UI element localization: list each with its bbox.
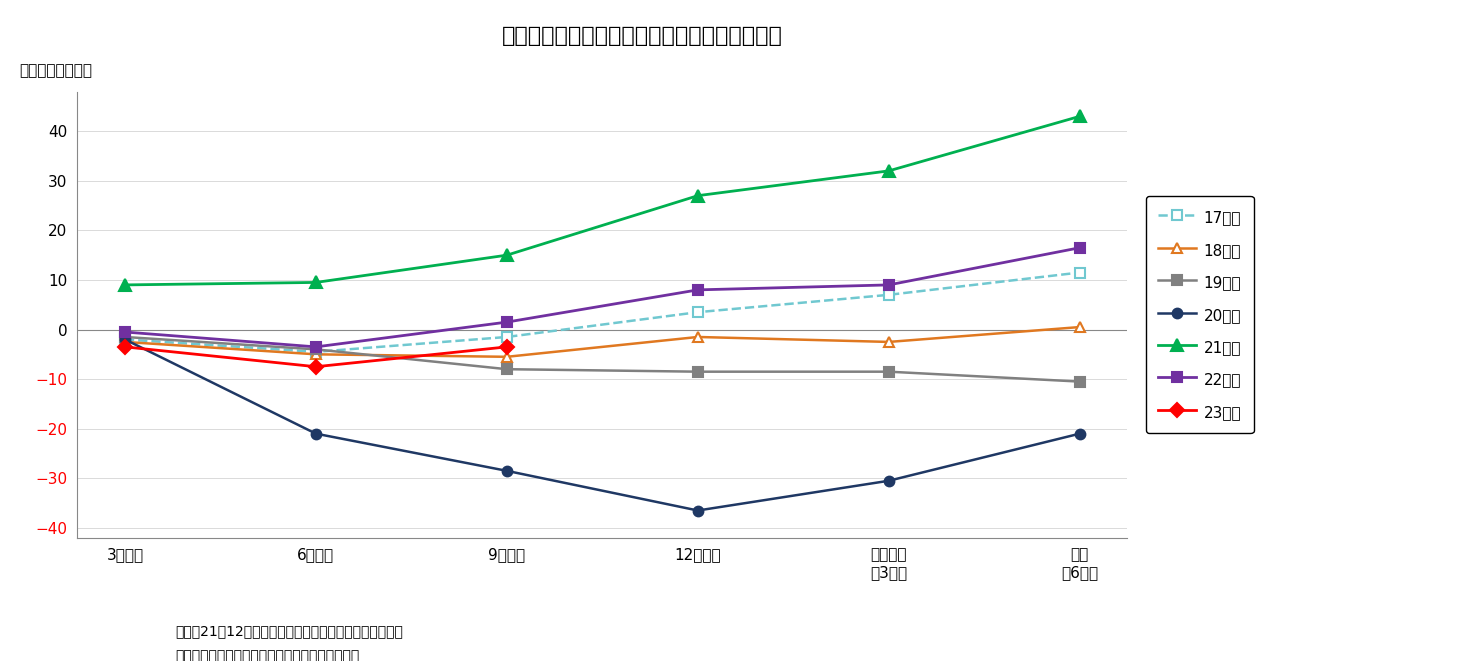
Legend: 17年度, 18年度, 19年度, 20年度, 21年度, 22年度, 23年度: 17年度, 18年度, 19年度, 20年度, 21年度, 22年度, 23年度 xyxy=(1145,196,1253,434)
22年度 xyxy=(1071,244,1088,252)
18年度 xyxy=(308,350,325,358)
21年度 xyxy=(117,281,134,289)
18年度 xyxy=(117,338,134,346)
17年度 xyxy=(1071,268,1088,276)
Line: 23年度: 23年度 xyxy=(120,342,512,371)
Text: （資料）日本銀行「全国企業短期経済観測調査」: （資料）日本銀行「全国企業短期経済観測調査」 xyxy=(175,649,359,661)
Line: 21年度: 21年度 xyxy=(120,111,1085,290)
21年度 xyxy=(308,278,325,286)
23年度 xyxy=(498,343,515,351)
Text: （図表８）　経常利益計画（全規模・全産業）: （図表８） 経常利益計画（全規模・全産業） xyxy=(502,26,782,46)
22年度 xyxy=(689,286,706,294)
18年度 xyxy=(498,353,515,361)
21年度 xyxy=(689,192,706,200)
17年度 xyxy=(498,333,515,341)
20年度 xyxy=(689,506,706,514)
19年度 xyxy=(498,366,515,373)
22年度 xyxy=(117,328,134,336)
Line: 19年度: 19年度 xyxy=(120,332,1084,387)
Line: 18年度: 18年度 xyxy=(120,322,1084,362)
Line: 17年度: 17年度 xyxy=(120,268,1084,357)
17年度 xyxy=(689,308,706,316)
20年度 xyxy=(117,336,134,344)
20年度 xyxy=(1071,430,1088,438)
21年度 xyxy=(880,167,897,175)
17年度 xyxy=(117,336,134,344)
20年度 xyxy=(498,467,515,475)
Line: 22年度: 22年度 xyxy=(120,243,1084,352)
Line: 20年度: 20年度 xyxy=(120,334,1084,516)
20年度 xyxy=(308,430,325,438)
23年度 xyxy=(117,343,134,351)
Text: （注）21年12月調査以降は調査対象見直し後の新ベース: （注）21年12月調査以降は調査対象見直し後の新ベース xyxy=(175,625,403,639)
19年度 xyxy=(689,368,706,375)
22年度 xyxy=(880,281,897,289)
20年度 xyxy=(880,477,897,485)
17年度 xyxy=(308,348,325,356)
18年度 xyxy=(880,338,897,346)
21年度 xyxy=(498,251,515,259)
18年度 xyxy=(1071,323,1088,331)
Text: （対前年比、％）: （対前年比、％） xyxy=(19,63,92,78)
17年度 xyxy=(880,291,897,299)
18年度 xyxy=(689,333,706,341)
23年度 xyxy=(308,363,325,371)
19年度 xyxy=(308,346,325,354)
22年度 xyxy=(308,343,325,351)
19年度 xyxy=(880,368,897,375)
19年度 xyxy=(117,333,134,341)
19年度 xyxy=(1071,377,1088,385)
22年度 xyxy=(498,318,515,326)
21年度 xyxy=(1071,112,1088,120)
